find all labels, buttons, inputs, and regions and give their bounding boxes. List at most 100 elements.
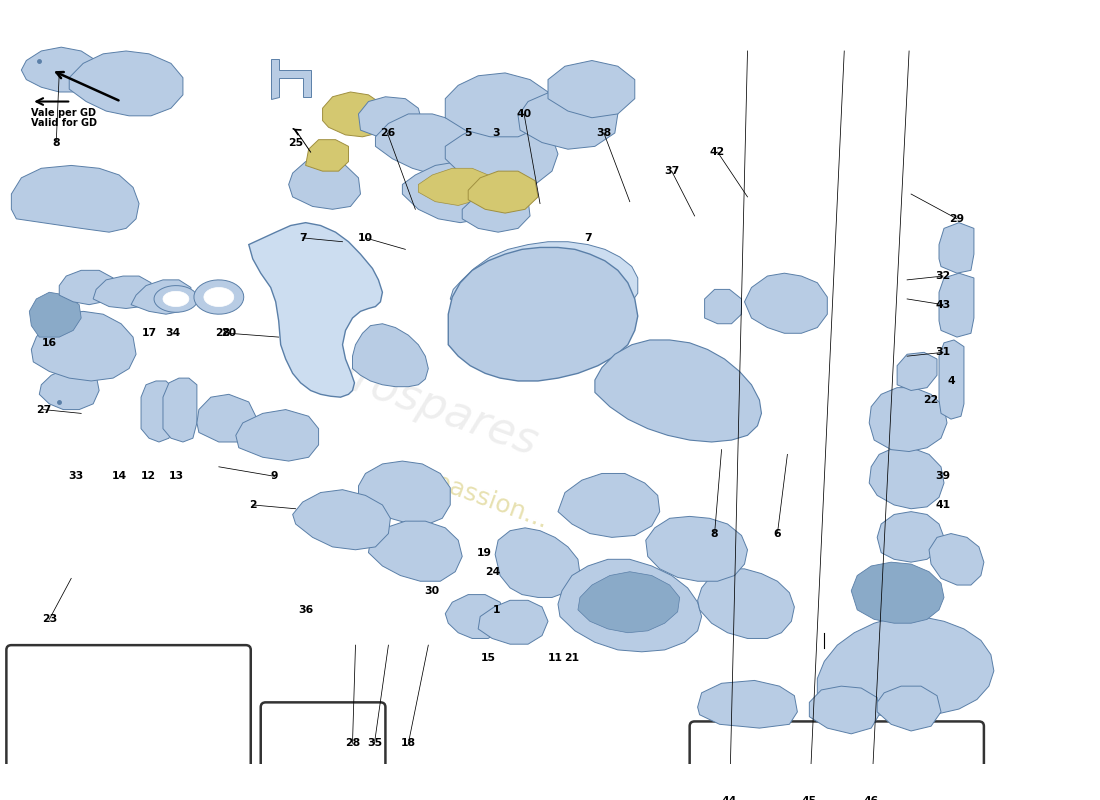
Polygon shape xyxy=(69,51,183,116)
Polygon shape xyxy=(249,222,383,397)
Text: 45: 45 xyxy=(802,795,817,800)
Polygon shape xyxy=(359,461,450,524)
Polygon shape xyxy=(21,47,99,92)
Text: Valid for GD: Valid for GD xyxy=(31,118,97,129)
Polygon shape xyxy=(449,247,638,381)
Text: 25: 25 xyxy=(288,138,304,147)
Text: 14: 14 xyxy=(111,471,126,482)
Text: 5: 5 xyxy=(464,128,472,138)
FancyBboxPatch shape xyxy=(690,722,983,800)
Text: 20: 20 xyxy=(221,328,236,338)
Text: 36: 36 xyxy=(298,605,314,615)
Polygon shape xyxy=(851,562,944,623)
Polygon shape xyxy=(595,340,761,442)
Polygon shape xyxy=(810,686,879,734)
Polygon shape xyxy=(930,534,983,585)
Polygon shape xyxy=(869,388,947,451)
Text: Vale per GD: Vale per GD xyxy=(31,108,97,118)
Polygon shape xyxy=(705,290,741,324)
Polygon shape xyxy=(450,242,638,327)
Polygon shape xyxy=(352,324,428,386)
Polygon shape xyxy=(94,276,151,309)
Text: 11: 11 xyxy=(548,653,562,662)
Text: 7: 7 xyxy=(299,233,307,243)
Text: eurospares: eurospares xyxy=(296,339,544,465)
Text: 32: 32 xyxy=(935,271,950,281)
Text: 10: 10 xyxy=(358,233,373,243)
Text: 6: 6 xyxy=(773,529,781,538)
Text: 3: 3 xyxy=(493,128,499,138)
Polygon shape xyxy=(131,280,191,314)
Text: 24: 24 xyxy=(485,566,501,577)
Text: 15: 15 xyxy=(481,653,496,662)
Text: 19: 19 xyxy=(476,548,492,558)
Polygon shape xyxy=(293,490,390,550)
Polygon shape xyxy=(40,369,99,410)
Text: 28: 28 xyxy=(345,738,360,748)
Polygon shape xyxy=(204,287,234,306)
Polygon shape xyxy=(877,512,944,562)
Polygon shape xyxy=(306,140,349,171)
Text: 31: 31 xyxy=(935,347,950,358)
Text: 8: 8 xyxy=(53,138,60,147)
Text: 28: 28 xyxy=(216,328,230,338)
Polygon shape xyxy=(939,273,974,337)
Text: 18: 18 xyxy=(400,738,416,748)
Text: 33: 33 xyxy=(68,471,84,482)
Text: 22: 22 xyxy=(923,395,938,405)
Polygon shape xyxy=(898,352,937,390)
Polygon shape xyxy=(11,166,139,232)
Polygon shape xyxy=(359,97,422,140)
Polygon shape xyxy=(646,516,748,582)
Text: a passion...: a passion... xyxy=(409,462,551,533)
Polygon shape xyxy=(877,686,940,731)
Text: 29: 29 xyxy=(949,214,965,224)
Polygon shape xyxy=(869,448,944,509)
Polygon shape xyxy=(141,381,173,442)
Polygon shape xyxy=(518,89,618,150)
Polygon shape xyxy=(548,61,635,118)
Text: 43: 43 xyxy=(935,300,950,310)
Polygon shape xyxy=(271,58,310,98)
Polygon shape xyxy=(697,681,798,728)
Text: 35: 35 xyxy=(367,738,382,748)
Polygon shape xyxy=(288,158,361,210)
Text: 21: 21 xyxy=(564,653,580,662)
Text: 13: 13 xyxy=(168,471,184,482)
Text: 16: 16 xyxy=(42,338,57,348)
Text: 17: 17 xyxy=(142,328,156,338)
Polygon shape xyxy=(235,410,319,461)
Text: 40: 40 xyxy=(517,109,531,119)
Polygon shape xyxy=(578,572,680,633)
Polygon shape xyxy=(375,114,481,175)
Text: 44: 44 xyxy=(722,795,737,800)
Text: 2: 2 xyxy=(249,500,256,510)
Text: 39: 39 xyxy=(935,471,950,482)
Text: 41: 41 xyxy=(935,500,950,510)
Text: 7: 7 xyxy=(584,233,592,243)
Text: 30: 30 xyxy=(425,586,440,596)
Polygon shape xyxy=(368,521,462,582)
Text: 37: 37 xyxy=(664,166,680,176)
Text: 38: 38 xyxy=(596,128,612,138)
Polygon shape xyxy=(418,168,491,206)
Polygon shape xyxy=(745,273,827,334)
Polygon shape xyxy=(197,394,255,442)
FancyBboxPatch shape xyxy=(261,702,385,800)
Text: 1: 1 xyxy=(493,605,499,615)
FancyBboxPatch shape xyxy=(7,645,251,800)
Polygon shape xyxy=(30,292,81,337)
Polygon shape xyxy=(446,594,505,638)
Polygon shape xyxy=(446,73,550,137)
Polygon shape xyxy=(469,171,538,213)
Polygon shape xyxy=(194,280,244,314)
Polygon shape xyxy=(939,340,964,419)
Text: 4: 4 xyxy=(947,376,955,386)
Polygon shape xyxy=(403,162,502,222)
Polygon shape xyxy=(817,617,994,717)
Text: 26: 26 xyxy=(379,128,395,138)
Polygon shape xyxy=(163,378,197,442)
Text: 23: 23 xyxy=(42,614,57,624)
Polygon shape xyxy=(163,291,189,306)
Polygon shape xyxy=(558,474,660,538)
